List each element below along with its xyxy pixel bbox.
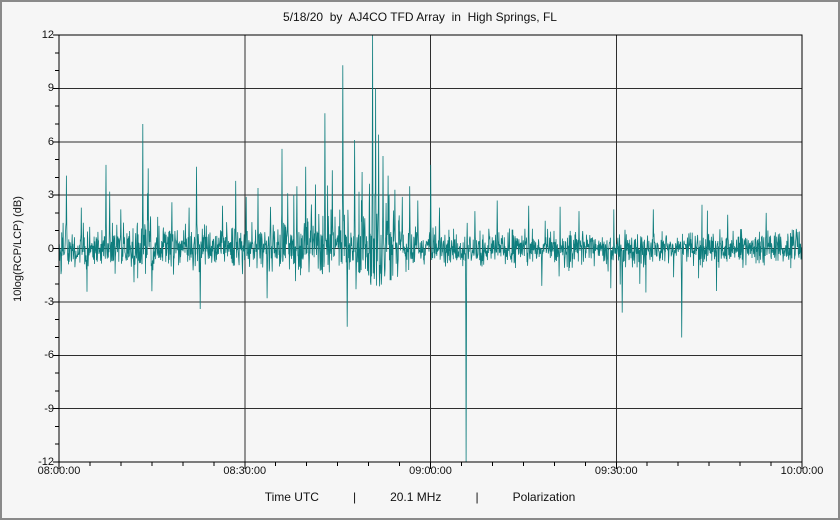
footer-separator: | [475, 490, 479, 504]
footer-separator: | [352, 490, 357, 504]
chart-title: 5/18/20 by AJ4CO TFD Array in High Sprin… [283, 10, 557, 24]
y-tick-label: -6 [44, 349, 54, 362]
plot-area [53, 34, 803, 469]
y-tick-label: 9 [47, 82, 54, 95]
y-tick-label: -3 [44, 295, 54, 308]
x-tick-label: 09:30:00 [594, 465, 638, 477]
x-tick-label: 10:00:00 [780, 465, 824, 477]
y-tick-label: 12 [41, 29, 54, 41]
y-tick-label: 3 [47, 189, 54, 202]
x-tick-label: 09:00:00 [409, 465, 452, 477]
chart-footer: Time UTC | 20.1 MHz | Polarization [2, 490, 838, 504]
footer-text: Time UTC [264, 490, 319, 504]
y-axis-label: 10log(RCP/LCP) (dB) [12, 196, 24, 302]
y-axis-tick-labels: 12 9 6 3 0 -3 -6 -9 -12 [24, 26, 54, 471]
y-tick-label: 0 [47, 242, 54, 255]
x-tick-label: 08:00:00 [37, 465, 81, 477]
footer-text: Polarization [512, 490, 576, 504]
y-tick-label: -9 [44, 402, 54, 415]
x-axis-tick-labels: 08:00:00 08:30:00 09:00:00 09:30:00 10:00:00 [27, 465, 834, 477]
y-tick-label: 6 [47, 135, 54, 148]
footer-text: 20.1 MHz [390, 490, 442, 504]
y-tick-label: -12 [38, 456, 54, 468]
x-tick-label: 08:30:00 [223, 465, 267, 477]
